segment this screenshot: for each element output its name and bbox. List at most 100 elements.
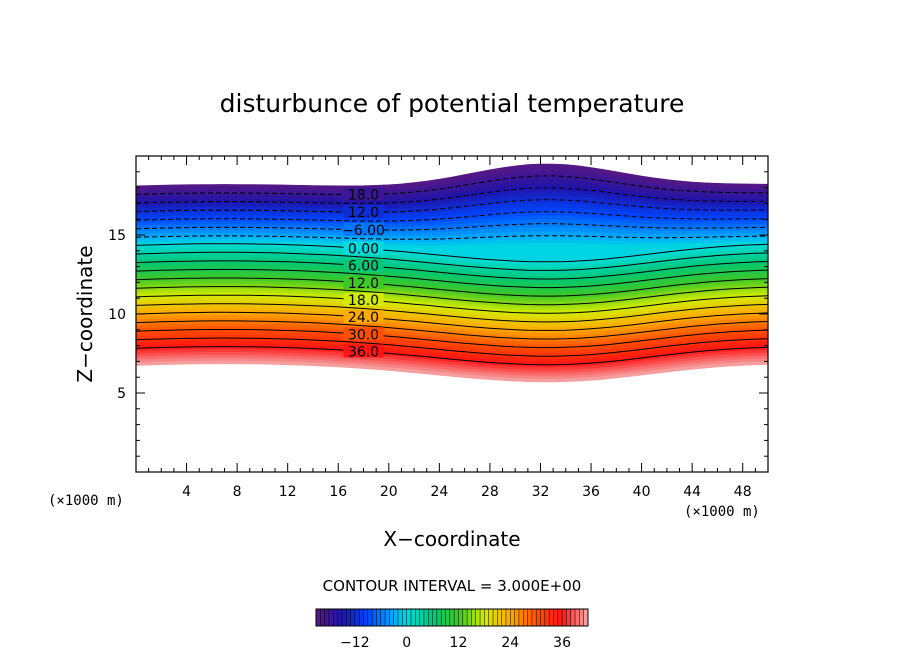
colorbar-cell xyxy=(544,609,550,626)
colorbar-cell xyxy=(553,609,559,626)
contour-line xyxy=(136,311,768,331)
colorbar-cell xyxy=(514,609,520,626)
contour-label-bg xyxy=(343,187,384,201)
colorbar-cell xyxy=(510,609,516,626)
colorbar-cell xyxy=(316,609,321,626)
contour-lines xyxy=(136,175,768,366)
colorbar-cell xyxy=(350,609,356,626)
colorbar-cell xyxy=(566,609,572,626)
x-tick-label: 40 xyxy=(633,484,651,500)
contour-label: 0.00 xyxy=(348,242,379,258)
x-unit-label-right: (×1000 m) xyxy=(684,504,760,520)
x-tick-label: 24 xyxy=(430,484,448,500)
contour-label-bg xyxy=(343,275,384,289)
colorbar-cell xyxy=(428,609,434,626)
colorbar-cell xyxy=(536,609,542,626)
contour-label-bg xyxy=(343,222,384,236)
contour-line xyxy=(136,223,768,231)
colorbar-tick-label: 12 xyxy=(450,635,468,651)
contour-label-bg xyxy=(343,327,384,341)
contour-label: 18.0 xyxy=(348,188,379,204)
x-tick-label: 48 xyxy=(734,484,752,500)
contour-label: 6.00 xyxy=(348,259,379,275)
contour-label-bg xyxy=(343,344,384,358)
y-axis-label: Z−coordinate xyxy=(73,245,97,382)
colorbar-cell xyxy=(475,609,481,626)
contour-interval-text: CONTOUR INTERVAL = 3.000E+00 xyxy=(323,577,582,595)
y-tick-label: 15 xyxy=(108,228,126,244)
colorbar-cell xyxy=(398,609,403,626)
contour-label-bg xyxy=(343,258,384,272)
colorbar-cell xyxy=(449,609,455,626)
colorbar-cell xyxy=(579,609,585,626)
colorbar-cell xyxy=(575,609,580,626)
colorbar-cell xyxy=(333,609,339,626)
colorbar-frame xyxy=(315,608,589,627)
x-unit-label-left: (×1000 m) xyxy=(48,493,124,509)
colorbar-cell xyxy=(471,609,477,626)
colorbar-cell xyxy=(441,609,447,626)
colorbar-cell xyxy=(570,609,576,626)
colorbar-cell xyxy=(385,609,390,626)
contour-label-bg xyxy=(343,292,384,306)
x-tick-label: 16 xyxy=(329,484,347,500)
colorbar-cell xyxy=(363,609,369,626)
x-tick-label: 44 xyxy=(683,484,701,500)
contour-line xyxy=(136,211,768,222)
contour-label-bg xyxy=(343,241,384,255)
colorbar-cell xyxy=(562,609,567,626)
colorbar-tick-label: 24 xyxy=(501,635,519,651)
contour-label: 12.0 xyxy=(348,205,379,221)
colorbar-cell xyxy=(527,609,533,626)
colorbar-cell xyxy=(501,609,507,626)
colorbar-cell xyxy=(484,609,490,626)
contour-line xyxy=(136,260,768,280)
contour-line xyxy=(136,187,768,204)
colorbar-cell xyxy=(324,609,330,626)
colorbar-cell xyxy=(458,609,464,626)
colorbar-cell xyxy=(372,609,377,626)
colorbar-cell xyxy=(415,609,421,626)
colorbar-cell xyxy=(328,609,334,626)
colorbar-cell xyxy=(557,609,563,626)
colorbar-cell xyxy=(380,609,386,626)
colorbar-cell xyxy=(341,609,347,626)
colorbar: −12 0 12 24 36 xyxy=(315,608,589,651)
y-tick-label: 10 xyxy=(108,307,126,323)
x-tick-label: 8 xyxy=(233,484,242,500)
contour-line xyxy=(136,243,768,263)
colorbar-cell xyxy=(583,609,589,626)
x-tick-label: 4 xyxy=(182,484,191,500)
colorbar-cell xyxy=(346,609,352,626)
contour-line xyxy=(136,286,768,306)
contour-line xyxy=(136,320,768,340)
colorbar-cell xyxy=(432,609,438,626)
colorbar-cell xyxy=(549,609,554,626)
colorbar-cell xyxy=(367,609,373,626)
colorbar-cell xyxy=(480,609,485,626)
contour-line xyxy=(136,199,768,213)
contour-line xyxy=(136,235,768,240)
colorbar-cell xyxy=(531,609,537,626)
colorbar-cell xyxy=(445,609,451,626)
colorbar-cell xyxy=(320,609,326,626)
contour-line xyxy=(136,303,768,323)
x-tick-label: 28 xyxy=(481,484,499,500)
contour-line xyxy=(136,337,768,357)
colorbar-tick-label: 36 xyxy=(553,635,571,651)
colorbar-cell xyxy=(436,609,442,626)
x-tick-label: 12 xyxy=(279,484,297,500)
colorbar-cell xyxy=(467,609,472,626)
colorbar-tick-label: −12 xyxy=(340,635,370,651)
colorbar-cell xyxy=(540,609,546,626)
contour-label: 24.0 xyxy=(348,310,379,326)
chart-title: disturbunce of potential temperature xyxy=(220,89,685,118)
colorbar-cell xyxy=(505,609,511,626)
contour-fills xyxy=(136,163,768,383)
colorbar-cell xyxy=(423,609,429,626)
colorbar-cell xyxy=(406,609,412,626)
contour-label: 30.0 xyxy=(348,327,379,343)
contour-line xyxy=(136,268,768,289)
contour-label: 12.0 xyxy=(348,276,379,292)
